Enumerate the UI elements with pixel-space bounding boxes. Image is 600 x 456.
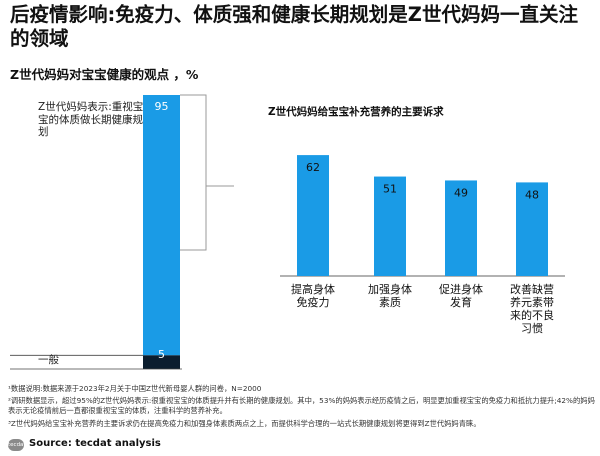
right-bar-value-2: 51	[383, 183, 397, 196]
footnote-1: ¹数据说明:数据来源于2023年2月关于中国Z世代新母婴人群的问卷，N=2000	[8, 384, 262, 393]
right-bar-4	[516, 182, 548, 276]
right-bar-category-1: 提高身体免疫力	[291, 282, 335, 309]
tecdat-logo: tecdat	[8, 439, 26, 451]
left-bar-segment-main	[143, 95, 180, 356]
right-bar-category-2: 加强身体素质	[368, 282, 412, 309]
connector-line-bottom	[180, 186, 207, 251]
right-chart-title: Z世代妈妈给宝宝补充营养的主要诉求	[268, 106, 444, 118]
left-bar-value-general: 5	[158, 348, 165, 361]
left-bar-bottom-label: 一般	[38, 354, 59, 366]
left-bar-label: Z世代妈妈表示:重视宝宝的体质做长期健康规划	[38, 101, 144, 138]
right-bar-category-3: 促进身体发育	[439, 282, 483, 309]
left-bar-segment-general	[143, 355, 180, 369]
connector-line-top	[180, 94, 234, 187]
footnote-2: ²调研数据显示，超过95%的Z世代妈妈表示:很重视宝宝的体质提升并有长期的健康规…	[8, 396, 595, 415]
page-title: 后疫情影响:免疫力、体质强和健康长期规划是Z世代妈妈一直关注的领域	[10, 3, 578, 50]
right-bar-2	[374, 176, 406, 276]
source-text: Source: tecdat analysis	[29, 438, 161, 449]
right-bar-value-3: 49	[454, 186, 468, 199]
chart-subtitle: Z世代妈妈对宝宝健康的观点 ，%	[10, 67, 199, 82]
right-bar-1	[297, 155, 329, 276]
left-bar-value-main: 95	[155, 100, 169, 113]
right-bar-3	[445, 180, 477, 276]
right-bar-value-4: 48	[525, 188, 539, 201]
right-bar-value-1: 62	[306, 161, 320, 174]
footnote-3: ³Z世代妈妈给宝宝补充营养的主要诉求仍在提高免疫力和加强身体素质两点之上，而提供…	[8, 419, 481, 428]
right-bar-category-4: 改善缺营养元素带来的不良习惯	[510, 282, 554, 335]
